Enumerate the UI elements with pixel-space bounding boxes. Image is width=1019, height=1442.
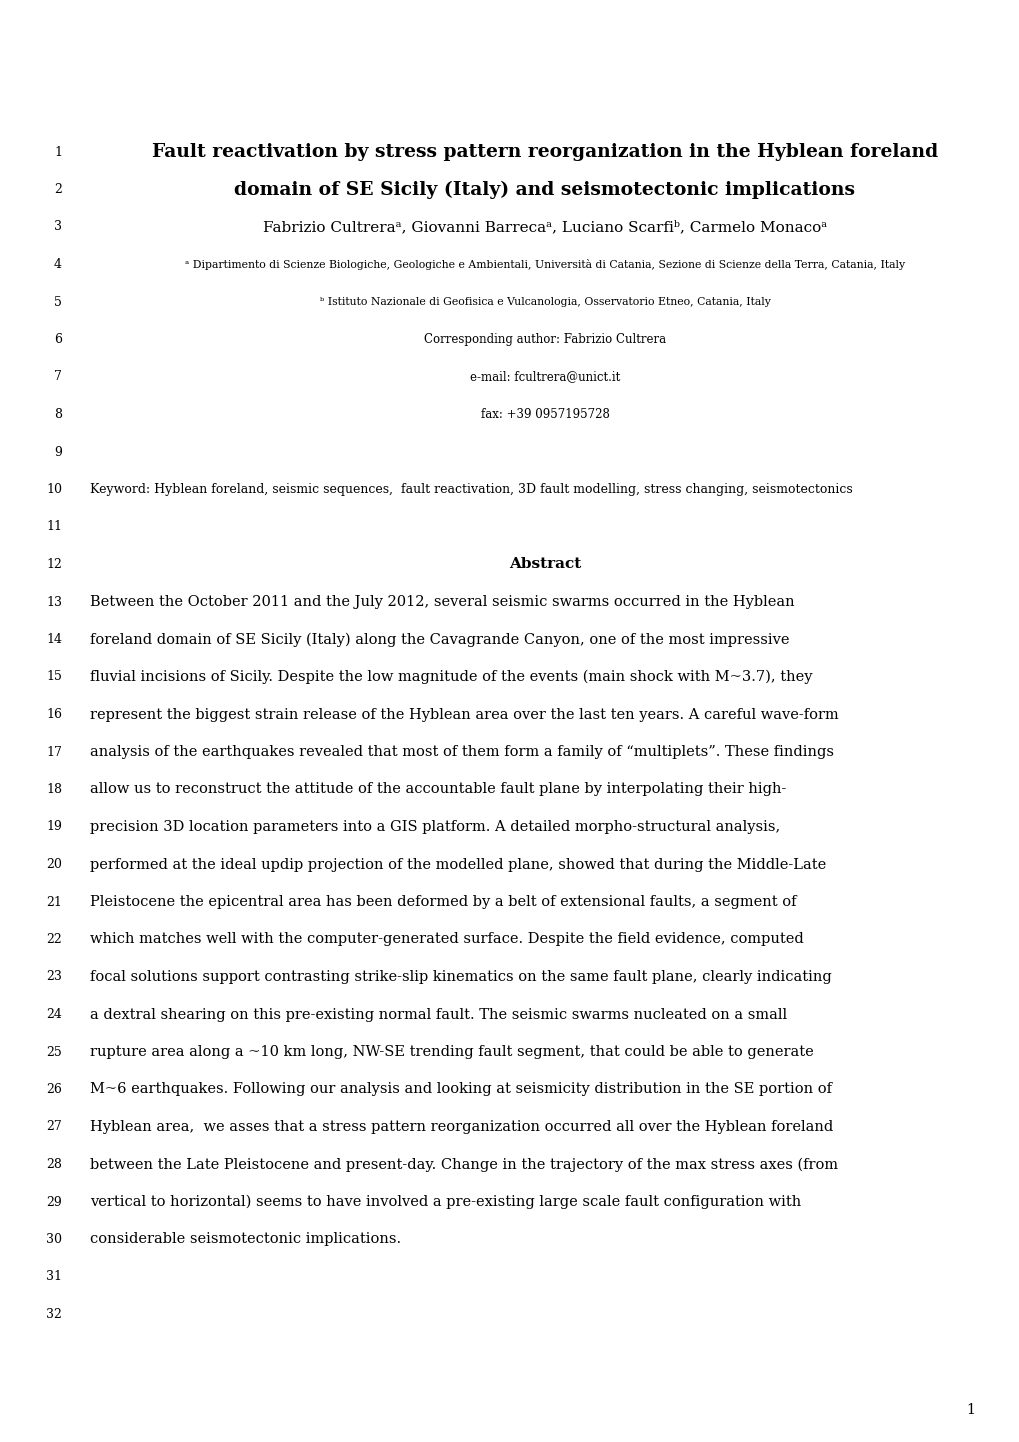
Text: 22: 22 (46, 933, 62, 946)
Text: 5: 5 (54, 296, 62, 309)
Text: 21: 21 (46, 895, 62, 908)
Text: 17: 17 (46, 746, 62, 758)
Text: 12: 12 (46, 558, 62, 571)
Text: focal solutions support contrasting strike-slip kinematics on the same fault pla: focal solutions support contrasting stri… (90, 970, 830, 983)
Text: allow us to reconstruct the attitude of the accountable fault plane by interpola: allow us to reconstruct the attitude of … (90, 783, 786, 796)
Text: 2: 2 (54, 183, 62, 196)
Text: Abstract: Abstract (508, 558, 581, 571)
Text: 11: 11 (46, 521, 62, 534)
Text: 9: 9 (54, 446, 62, 459)
Text: 18: 18 (46, 783, 62, 796)
Text: 31: 31 (46, 1270, 62, 1283)
Text: 6: 6 (54, 333, 62, 346)
Text: Fabrizio Cultreraᵃ, Giovanni Barrecaᵃ, Luciano Scarfiᵇ, Carmelo Monacoᵃ: Fabrizio Cultreraᵃ, Giovanni Barrecaᵃ, L… (263, 221, 826, 234)
Text: represent the biggest strain release of the Hyblean area over the last ten years: represent the biggest strain release of … (90, 708, 838, 721)
Text: 28: 28 (46, 1158, 62, 1171)
Text: 25: 25 (46, 1045, 62, 1058)
Text: analysis of the earthquakes revealed that most of them form a family of “multipl: analysis of the earthquakes revealed tha… (90, 746, 834, 758)
Text: Pleistocene the epicentral area has been deformed by a belt of extensional fault: Pleistocene the epicentral area has been… (90, 895, 796, 908)
Text: Between the October 2011 and the July 2012, several seismic swarms occurred in t: Between the October 2011 and the July 20… (90, 596, 794, 609)
Text: vertical to horizontal) seems to have involved a pre-existing large scale fault : vertical to horizontal) seems to have in… (90, 1195, 801, 1210)
Text: 1: 1 (54, 146, 62, 159)
Text: 24: 24 (46, 1008, 62, 1021)
Text: which matches well with the computer-generated surface. Despite the field eviden: which matches well with the computer-gen… (90, 933, 803, 946)
Text: 30: 30 (46, 1233, 62, 1246)
Text: between the Late Pleistocene and present-day. Change in the trajectory of the ma: between the Late Pleistocene and present… (90, 1158, 838, 1172)
Text: 15: 15 (46, 671, 62, 684)
Text: 10: 10 (46, 483, 62, 496)
Text: M~6 earthquakes. Following our analysis and looking at seismicity distribution i: M~6 earthquakes. Following our analysis … (90, 1083, 832, 1096)
Text: 16: 16 (46, 708, 62, 721)
Text: ᵃ Dipartimento di Scienze Biologiche, Geologiche e Ambientali, Università di Cat: ᵃ Dipartimento di Scienze Biologiche, Ge… (184, 260, 904, 270)
Text: 13: 13 (46, 596, 62, 609)
Text: 26: 26 (46, 1083, 62, 1096)
Text: fluvial incisions of Sicily. Despite the low magnitude of the events (main shock: fluvial incisions of Sicily. Despite the… (90, 669, 812, 684)
Text: a dextral shearing on this pre-existing normal fault. The seismic swarms nucleat: a dextral shearing on this pre-existing … (90, 1008, 787, 1021)
Text: 14: 14 (46, 633, 62, 646)
Text: rupture area along a ~10 km long, NW-SE trending fault segment, that could be ab: rupture area along a ~10 km long, NW-SE … (90, 1045, 813, 1058)
Text: ᵇ Istituto Nazionale di Geofisica e Vulcanologia, Osservatorio Etneo, Catania, I: ᵇ Istituto Nazionale di Geofisica e Vulc… (319, 297, 769, 307)
Text: Hyblean area,  we asses that a stress pattern reorganization occurred all over t: Hyblean area, we asses that a stress pat… (90, 1120, 833, 1133)
Text: Corresponding author: Fabrizio Cultrera: Corresponding author: Fabrizio Cultrera (424, 333, 665, 346)
Text: performed at the ideal updip projection of the modelled plane, showed that durin: performed at the ideal updip projection … (90, 858, 825, 871)
Text: Keyword: Hyblean foreland, seismic sequences,  fault reactivation, 3D fault mode: Keyword: Hyblean foreland, seismic seque… (90, 483, 852, 496)
Text: 29: 29 (46, 1195, 62, 1208)
Text: domain of SE Sicily (Italy) and seismotectonic implications: domain of SE Sicily (Italy) and seismote… (234, 180, 855, 199)
Text: 4: 4 (54, 258, 62, 271)
Text: e-mail: fcultrera@unict.it: e-mail: fcultrera@unict.it (470, 371, 620, 384)
Text: precision 3D location parameters into a GIS platform. A detailed morpho-structur: precision 3D location parameters into a … (90, 820, 780, 833)
Text: 27: 27 (46, 1120, 62, 1133)
Text: 20: 20 (46, 858, 62, 871)
Text: 23: 23 (46, 970, 62, 983)
Text: Fault reactivation by stress pattern reorganization in the Hyblean foreland: Fault reactivation by stress pattern reo… (152, 143, 937, 162)
Text: 8: 8 (54, 408, 62, 421)
Text: foreland domain of SE Sicily (Italy) along the Cavagrande Canyon, one of the mos: foreland domain of SE Sicily (Italy) alo… (90, 632, 789, 646)
Text: 3: 3 (54, 221, 62, 234)
Text: 1: 1 (965, 1403, 974, 1417)
Text: 19: 19 (46, 820, 62, 833)
Text: considerable seismotectonic implications.: considerable seismotectonic implications… (90, 1233, 400, 1246)
Text: 32: 32 (46, 1308, 62, 1321)
Text: fax: +39 0957195728: fax: +39 0957195728 (480, 408, 608, 421)
Text: 7: 7 (54, 371, 62, 384)
